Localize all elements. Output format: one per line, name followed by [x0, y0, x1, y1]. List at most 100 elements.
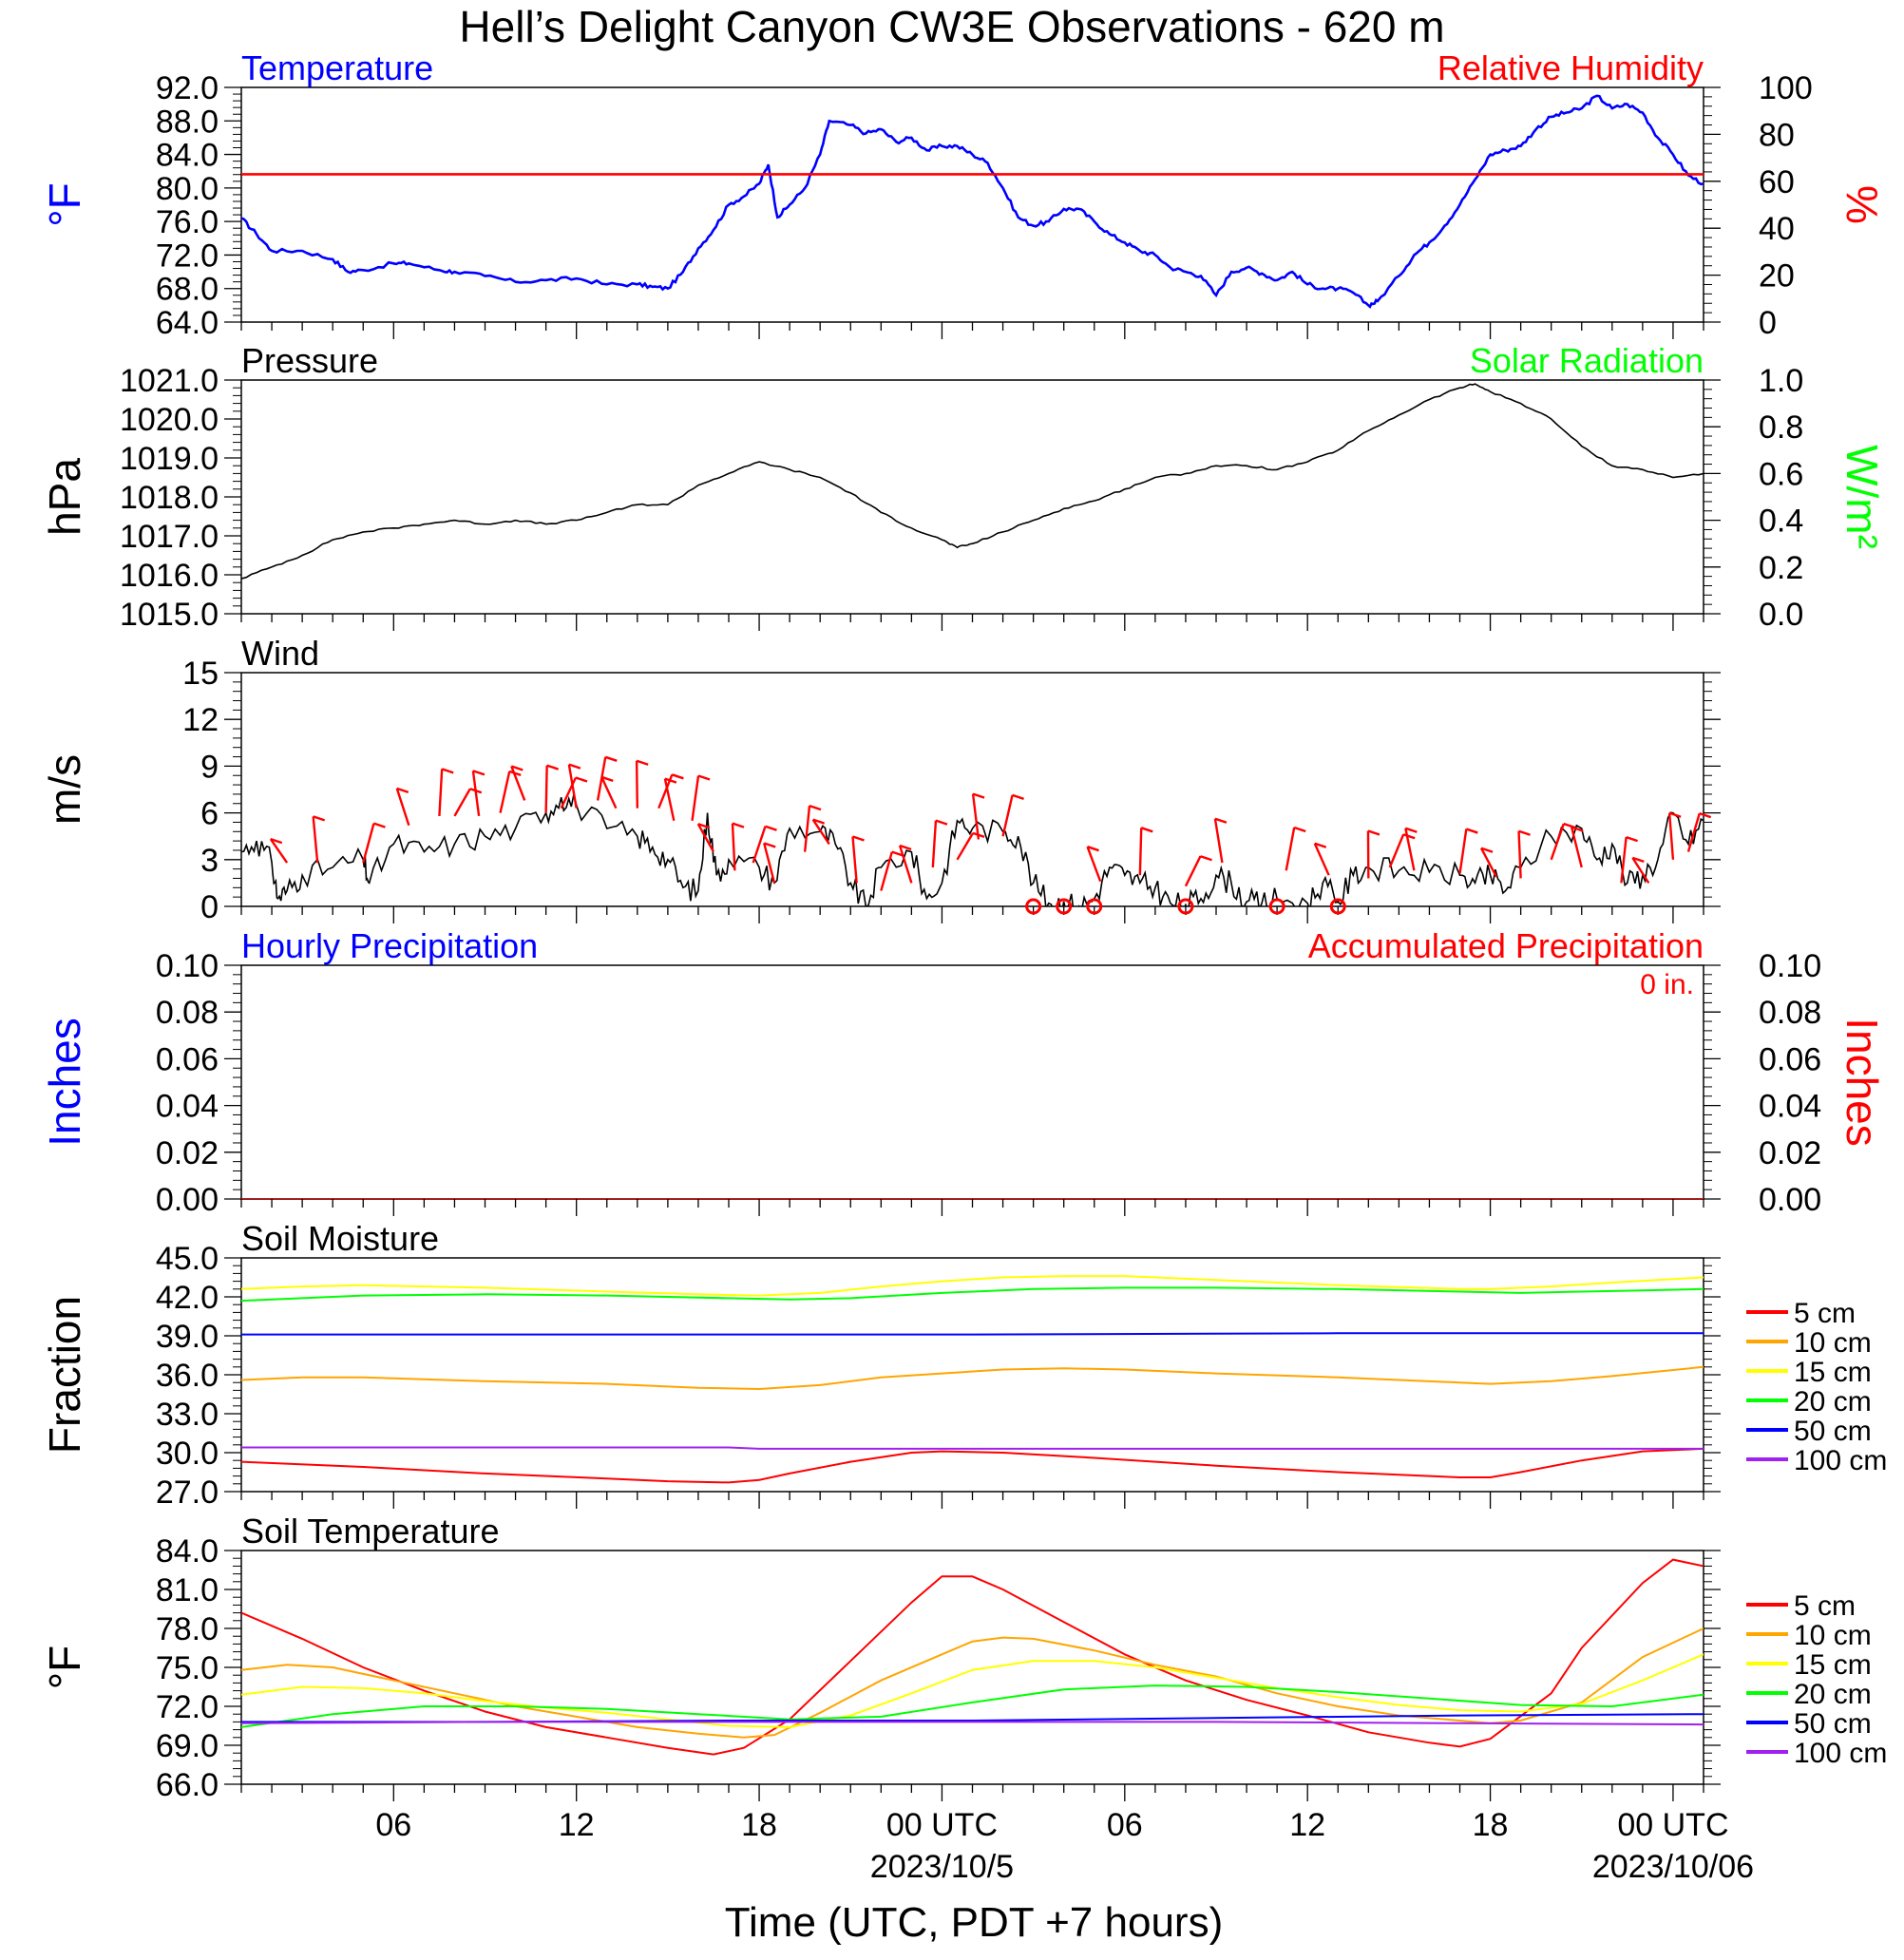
- legend-label: 15 cm: [1794, 1649, 1872, 1681]
- legend-label: 5 cm: [1794, 1590, 1856, 1622]
- wind-barb-flag: [605, 757, 617, 761]
- y-tick-label-left: 75.0: [156, 1650, 219, 1686]
- wind-barb-flag: [1215, 819, 1227, 823]
- wind-barb: [473, 771, 479, 816]
- y-axis-label-left: °F: [40, 182, 89, 227]
- y-tick-label-left: 36.0: [156, 1358, 219, 1394]
- legend-label: 15 cm: [1794, 1357, 1872, 1388]
- legend-label: 20 cm: [1794, 1679, 1872, 1710]
- panel-title-right: Accumulated Precipitation: [1308, 926, 1704, 965]
- y-tick-label-left: 39.0: [156, 1319, 219, 1355]
- panel-title-left: Hourly Precipitation: [241, 926, 538, 965]
- x-tick-date-label: 2023/10/5: [870, 1849, 1014, 1885]
- y-tick-label-right: 0.00: [1759, 1182, 1821, 1218]
- wind-barb: [1215, 819, 1222, 863]
- wind-barb: [1552, 824, 1564, 860]
- panels: 64.068.072.076.080.084.088.092.002040608…: [40, 48, 1887, 1803]
- y-tick-label-left: 72.0: [156, 238, 219, 274]
- x-tick-label: 12: [1289, 1807, 1325, 1843]
- wind-barb-flag: [973, 794, 984, 798]
- y-tick-label-left: 9: [200, 749, 219, 785]
- y-tick-label-left: 6: [200, 796, 219, 832]
- y-tick-label-left: 42.0: [156, 1280, 219, 1316]
- x-tick-label: 00 UTC: [1617, 1807, 1728, 1843]
- legend-label: 10 cm: [1794, 1327, 1872, 1359]
- panel-2: 1015.01016.01017.01018.01019.01020.01021…: [40, 341, 1887, 633]
- wind-barb: [805, 806, 809, 852]
- y-axis-label-left: m/s: [40, 754, 89, 825]
- y-tick-label-left: 0: [200, 889, 219, 925]
- wind-barb: [693, 776, 699, 821]
- wind-barb-flag: [1368, 830, 1380, 834]
- wind-barb: [546, 766, 547, 813]
- y-tick-label-left: 45.0: [156, 1241, 219, 1277]
- panel-frame: [241, 380, 1704, 614]
- wind-barb: [397, 789, 409, 826]
- y-tick-label-left: 84.0: [156, 1533, 219, 1570]
- wind-barb: [1390, 834, 1403, 867]
- y-tick-label-right: 0.0: [1759, 597, 1803, 633]
- x-tick-label: 00 UTC: [886, 1807, 998, 1843]
- y-tick-label-left: 69.0: [156, 1728, 219, 1764]
- panel-title-right: Relative Humidity: [1438, 48, 1704, 87]
- wind-barb: [1315, 844, 1329, 875]
- wind-barb: [1519, 831, 1521, 879]
- y-tick-label-left: 0.06: [156, 1041, 219, 1077]
- wind-barb: [501, 771, 510, 813]
- y-tick-label-left: 68.0: [156, 272, 219, 308]
- wind-barb-flag: [1700, 813, 1711, 817]
- x-tick-date-label: 2023/10/06: [1592, 1849, 1754, 1885]
- y-tick-label-left: 72.0: [156, 1689, 219, 1725]
- wind-barb-flag: [569, 765, 581, 769]
- y-axis-label-right: W/m²: [1837, 445, 1887, 549]
- y-tick-label-left: 92.0: [156, 70, 219, 106]
- panel-1: 64.068.072.076.080.084.088.092.002040608…: [40, 48, 1887, 341]
- y-tick-label-right: 0.02: [1759, 1135, 1821, 1171]
- y-tick-label-left: 0.08: [156, 995, 219, 1031]
- y-tick-label-right: 40: [1759, 211, 1795, 247]
- wind-barb-flag: [1200, 856, 1211, 860]
- wind-barb-flag: [733, 824, 744, 828]
- wind-barb: [637, 761, 638, 809]
- y-axis-label-left: Fraction: [40, 1296, 89, 1454]
- legend-label: 10 cm: [1794, 1620, 1872, 1651]
- series-line-50-cm: [241, 1714, 1704, 1722]
- series-line-temperature: [241, 96, 1704, 307]
- y-tick-label-right: 0.2: [1759, 550, 1803, 586]
- x-tick-label: 18: [1473, 1807, 1509, 1843]
- wind-barb-flag: [1294, 828, 1305, 831]
- x-tick-label: 12: [559, 1807, 595, 1843]
- wind-barb-flag: [809, 806, 821, 809]
- legend-label: 20 cm: [1794, 1386, 1872, 1418]
- y-tick-label-right: 1.0: [1759, 363, 1803, 399]
- series-line-5-cm: [241, 1449, 1704, 1483]
- wind-barb-flag: [1466, 829, 1477, 833]
- panel-4: 0.000.020.040.060.080.100.000.020.040.06…: [40, 926, 1887, 1218]
- y-tick-label-right: 60: [1759, 164, 1795, 200]
- panel-title-left: Wind: [241, 634, 319, 673]
- y-tick-label-left: 15: [182, 656, 219, 692]
- y-tick-label-left: 33.0: [156, 1397, 219, 1433]
- x-axis-label: Time (UTC, PDT +7 hours): [725, 1899, 1223, 1946]
- x-tick-label: 06: [375, 1807, 411, 1843]
- y-tick-label-left: 1015.0: [120, 597, 219, 633]
- y-tick-label-left: 84.0: [156, 138, 219, 174]
- y-tick-label-right: 0.6: [1759, 456, 1803, 492]
- y-tick-label-left: 1021.0: [120, 363, 219, 399]
- wind-barb: [363, 824, 373, 863]
- y-tick-label-left: 0.02: [156, 1135, 219, 1171]
- y-axis-label-right: Inches: [1837, 1018, 1887, 1147]
- y-axis-label-left: °F: [40, 1646, 89, 1690]
- y-tick-label-left: 1019.0: [120, 441, 219, 477]
- wind-barb: [1669, 813, 1673, 860]
- wind-barb: [601, 777, 616, 809]
- y-tick-label-left: 12: [182, 702, 219, 738]
- panel-title-left: Pressure: [241, 341, 378, 380]
- y-tick-label-right: 0: [1759, 305, 1777, 341]
- wind-barb-flag: [936, 821, 947, 825]
- legend-label: 50 cm: [1794, 1708, 1872, 1740]
